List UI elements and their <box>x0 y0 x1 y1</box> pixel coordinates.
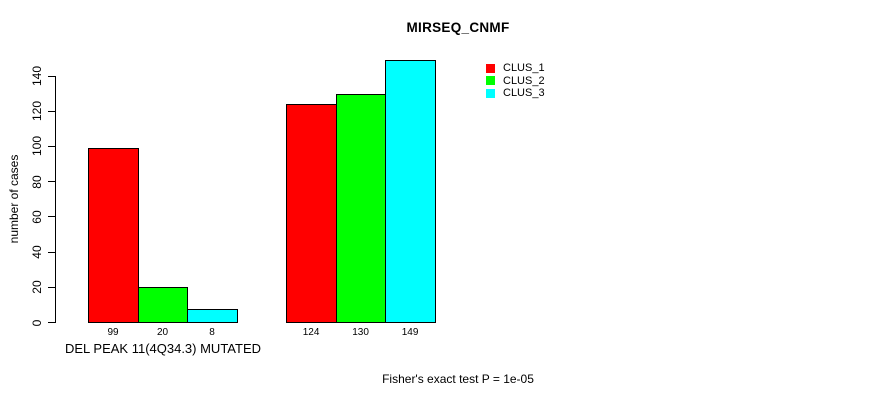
bar-value-label: 124 <box>302 326 320 338</box>
y-tick-label: 100 <box>30 136 44 157</box>
bar-value-label: 20 <box>156 326 169 338</box>
legend-label: CLUS_3 <box>503 87 545 100</box>
y-tick-label: 120 <box>30 101 44 122</box>
y-tick-mark <box>48 75 55 77</box>
bar-value-label: 149 <box>401 326 419 338</box>
bar-clus_2-group-1 <box>137 287 189 323</box>
y-tick-label: 140 <box>30 65 44 87</box>
bar-clus_1-group-1 <box>88 148 139 323</box>
y-axis-line <box>55 76 56 323</box>
footer-note: Fisher's exact test P = 1e-05 <box>382 372 534 386</box>
y-tick-label: 20 <box>30 280 44 295</box>
legend-swatch-icon <box>486 76 495 86</box>
x-group-label: DEL PEAK 11(4Q34.3) MUTATED <box>64 341 262 356</box>
bar-clus_2-group-2 <box>335 93 387 323</box>
bar-value-label: 8 <box>209 326 215 338</box>
bar-value-label: 99 <box>107 326 119 338</box>
y-tick-mark <box>48 110 55 112</box>
legend-swatch-icon <box>486 88 495 98</box>
y-tick-mark <box>48 216 55 218</box>
y-tick-mark <box>48 145 55 147</box>
bar-clus_1-group-2 <box>286 104 337 323</box>
bar-clus_3-group-1 <box>187 308 238 323</box>
legend-item-clus_2: CLUS_2 <box>486 75 545 88</box>
y-tick-mark <box>48 251 55 253</box>
y-tick-label: 80 <box>30 175 44 189</box>
y-tick-label: 40 <box>30 245 44 259</box>
legend-item-clus_3: CLUS_3 <box>486 87 545 100</box>
chart-title: MIRSEQ_CNMF <box>406 20 510 35</box>
y-tick-label: 0 <box>30 319 44 327</box>
legend-label: CLUS_1 <box>503 62 545 75</box>
legend-item-clus_1: CLUS_1 <box>486 62 545 75</box>
legend-swatch-icon <box>486 63 495 73</box>
y-axis-title: number of cases <box>7 154 21 244</box>
y-tick-mark <box>48 322 55 324</box>
legend-label: CLUS_2 <box>503 74 545 87</box>
y-tick-mark <box>48 286 55 288</box>
y-tick-mark <box>48 181 55 183</box>
bar-clus_3-group-2 <box>385 60 436 323</box>
y-tick-label: 60 <box>30 210 44 224</box>
bar-value-label: 130 <box>352 326 369 338</box>
legend: CLUS_1 CLUS_2 CLUS_3 <box>486 62 545 100</box>
